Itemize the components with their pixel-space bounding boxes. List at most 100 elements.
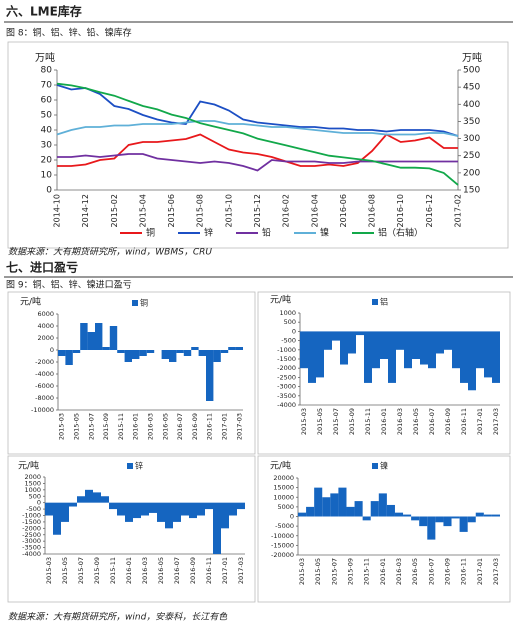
bar xyxy=(411,516,420,521)
x-tick-label: 2015-09 xyxy=(348,408,356,435)
y-tick-label: -20000 xyxy=(271,551,294,559)
x-tick-label: 2017-01 xyxy=(221,557,229,584)
bar xyxy=(161,350,169,359)
x-tick-label: 2016-01 xyxy=(132,413,140,440)
bar xyxy=(476,331,484,369)
bar xyxy=(85,489,93,503)
legend-label: 铜 xyxy=(140,298,148,308)
bar xyxy=(198,350,206,356)
x-tick-label: 2016-09 xyxy=(189,557,197,584)
bar xyxy=(330,493,339,517)
bar xyxy=(139,350,147,356)
bar xyxy=(460,331,468,383)
y2-tick-label: 300 xyxy=(463,134,480,144)
bar xyxy=(451,516,460,519)
y-tick-label: 0 xyxy=(37,499,41,507)
x-tick-label: 2015-03 xyxy=(300,408,308,435)
y-tick-label: 1000 xyxy=(279,309,296,317)
x-tick-label: 2017-03 xyxy=(492,408,500,435)
x-tick-label: 2015-03 xyxy=(45,557,53,584)
x-tick-label: 2015-07 xyxy=(87,413,95,440)
x-tick-label: 2016-09 xyxy=(444,408,452,435)
bar xyxy=(181,502,189,516)
chart-frame xyxy=(7,291,256,455)
source-note: 数据来源：大有期货研究所，wind，WBMS，CRU xyxy=(8,247,212,258)
bar xyxy=(380,331,388,359)
x-tick-label: 2016-11 xyxy=(206,413,214,440)
x-tick-label: 2016-05 xyxy=(161,413,169,440)
bar xyxy=(362,516,371,521)
legend-label: 锌 xyxy=(204,227,213,239)
y-tick-label: 60 xyxy=(41,96,53,106)
y-tick-label: -3000 xyxy=(277,383,296,391)
y-tick-label: 0 xyxy=(292,327,296,335)
bar xyxy=(404,331,412,369)
x-tick-label: 2015-07 xyxy=(77,557,85,584)
y-tick-label: -1000 xyxy=(22,512,41,520)
y-tick-label: 20000 xyxy=(273,474,294,482)
bar xyxy=(149,502,157,513)
chart-frame xyxy=(7,41,509,249)
bar xyxy=(65,350,73,365)
bar xyxy=(183,350,192,356)
x-tick-label: 2016-03 xyxy=(395,558,403,585)
bar xyxy=(117,502,125,516)
y-tick-label: -2000 xyxy=(22,524,41,532)
y2-tick-label: 400 xyxy=(463,100,480,110)
y-tick-label: -6000 xyxy=(35,382,54,390)
x-tick-label: 2015-12 xyxy=(253,194,262,227)
bar xyxy=(316,331,324,378)
x-tick-label: 2016-10 xyxy=(396,194,405,227)
x-tick-label: 2016-11 xyxy=(460,558,468,585)
bar xyxy=(61,502,69,522)
bar xyxy=(206,350,214,401)
x-tick-label: 2017-03 xyxy=(492,558,500,585)
bar xyxy=(324,331,332,350)
y2-tick-label: 500 xyxy=(463,66,480,76)
section-heading: 七、进口盈亏 xyxy=(6,260,78,275)
x-tick-label: 2015-02 xyxy=(110,194,119,227)
y-tick-label: 1500 xyxy=(24,479,41,487)
bar xyxy=(403,514,412,517)
x-tick-label: 2016-07 xyxy=(176,413,184,440)
y-tick-label: -5000 xyxy=(275,522,294,530)
x-tick-label: 2016-01 xyxy=(379,558,387,585)
y-tick-label: -1500 xyxy=(22,518,41,526)
y-tick-label: 70 xyxy=(41,81,53,91)
x-tick-label: 2016-02 xyxy=(282,194,291,227)
data-line xyxy=(56,120,459,137)
y-tick-label: 30 xyxy=(41,141,53,151)
x-tick-label: 2015-10 xyxy=(224,194,233,227)
y-axis-label: 元/吨 xyxy=(270,294,291,306)
source-note: 数据来源：大有期货研究所，wind，安泰科，长江有色 xyxy=(8,612,228,623)
x-tick-label: 2016-07 xyxy=(427,558,435,585)
bar xyxy=(165,502,173,529)
y-tick-label: 500 xyxy=(284,318,296,326)
y-tick-label: 500 xyxy=(29,492,41,500)
data-line xyxy=(57,153,458,172)
y-tick-label: -500 xyxy=(281,337,296,345)
bar xyxy=(388,331,396,383)
x-tick-label: 2015-05 xyxy=(61,557,69,584)
x-tick-label: 2015-03 xyxy=(58,413,66,440)
bar xyxy=(213,350,221,362)
y-tick-label: -15000 xyxy=(271,541,294,549)
bar xyxy=(72,350,81,353)
bar xyxy=(370,501,379,517)
bar xyxy=(93,492,101,503)
bar xyxy=(396,331,404,350)
bar xyxy=(146,350,155,353)
bar xyxy=(197,502,205,516)
legend-label: 镍 xyxy=(380,461,388,471)
x-tick-label: 2017-01 xyxy=(476,408,484,435)
x-tick-label: 2016-07 xyxy=(428,408,436,435)
bar xyxy=(101,496,109,503)
y2-tick-label: 150 xyxy=(463,186,480,196)
bar xyxy=(220,350,229,353)
data-line xyxy=(56,82,459,186)
bar xyxy=(102,347,110,350)
x-tick-label: 2017-02 xyxy=(454,194,463,227)
bar xyxy=(436,331,444,354)
y-axis-label: 万吨 xyxy=(35,51,55,64)
